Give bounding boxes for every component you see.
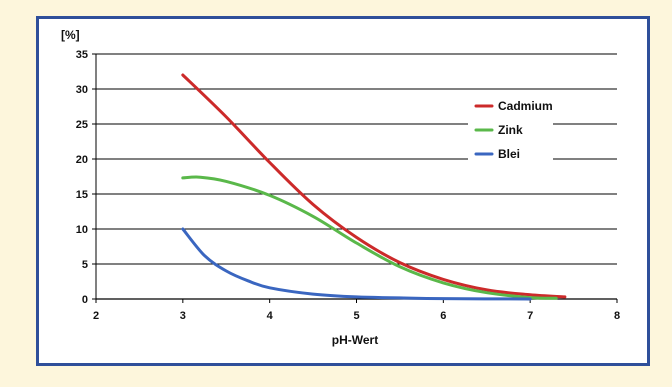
series-line-blei — [181, 227, 532, 301]
y-tick-label: 0 — [82, 294, 88, 306]
y-tick-label: 25 — [76, 119, 88, 131]
y-tick-label: 20 — [76, 154, 88, 166]
series-line-cadmium — [181, 73, 567, 299]
line-chart: 0 5 10 15 20 25 30 35 2 3 4 5 6 7 8 [%] pH-Wert Cadmiu… — [61, 28, 620, 347]
series-lines — [181, 73, 567, 301]
legend-box — [468, 91, 553, 161]
legend-label-cadmium: Cadmium — [498, 99, 553, 113]
legend-label-zink: Zink — [498, 123, 523, 137]
legend: Cadmium Zink Blei — [468, 91, 553, 161]
x-tick-label: 5 — [353, 310, 359, 322]
y-tick-label: 10 — [76, 224, 88, 236]
y-tick-label: 5 — [82, 259, 88, 271]
x-tick-label: 2 — [93, 310, 99, 322]
y-tick-label: 30 — [76, 84, 88, 96]
series-line-zink — [181, 175, 558, 300]
chart-frame: 0 5 10 15 20 25 30 35 2 3 4 5 6 7 8 [%] pH-Wert Cadmiu… — [36, 16, 650, 366]
y-tick-label: 15 — [76, 189, 88, 201]
x-tick-label: 8 — [614, 310, 620, 322]
y-axis-label: [%] — [61, 28, 80, 42]
x-tick-label: 7 — [527, 310, 533, 322]
tick-labels: 0 5 10 15 20 25 30 35 2 3 4 5 6 7 8 — [76, 49, 620, 322]
y-tick-label: 35 — [76, 49, 88, 61]
x-tick-label: 6 — [440, 310, 446, 322]
x-axis-label: pH-Wert — [332, 333, 378, 347]
x-tick-label: 4 — [267, 310, 274, 322]
legend-label-blei: Blei — [498, 147, 520, 161]
x-tick-label: 3 — [180, 310, 186, 322]
